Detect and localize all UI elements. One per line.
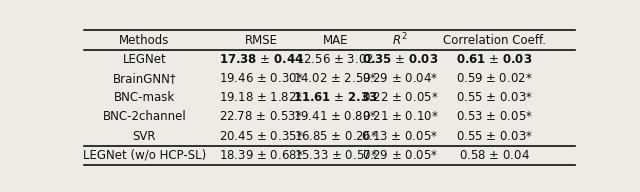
Text: LEGNet: LEGNet [123, 53, 166, 66]
Text: 12.56 $\pm$ 3.02: 12.56 $\pm$ 3.02 [296, 53, 374, 66]
Text: 0.53 $\pm$ 0.05*: 0.53 $\pm$ 0.05* [456, 110, 532, 123]
Text: 0.59 $\pm$ 0.02*: 0.59 $\pm$ 0.02* [456, 72, 532, 85]
Text: 20.45 $\pm$ 0.35*: 20.45 $\pm$ 0.35* [219, 130, 303, 143]
Text: 0.29 $\pm$ 0.05*: 0.29 $\pm$ 0.05* [362, 149, 438, 162]
Text: 0.21 $\pm$ 0.10*: 0.21 $\pm$ 0.10* [362, 110, 438, 123]
Text: $\mathbf{17.38}$ $\pm$ $\mathbf{0.44}$: $\mathbf{17.38}$ $\pm$ $\mathbf{0.44}$ [218, 53, 303, 66]
Text: 0.58 $\pm$ 0.04: 0.58 $\pm$ 0.04 [459, 149, 530, 162]
Text: 19.18 $\pm$ 1.82*: 19.18 $\pm$ 1.82* [219, 91, 303, 104]
Text: 14.02 $\pm$ 2.59*: 14.02 $\pm$ 2.59* [293, 72, 378, 85]
Text: BrainGNN†: BrainGNN† [113, 72, 176, 85]
Text: 0.55 $\pm$ 0.03*: 0.55 $\pm$ 0.03* [456, 91, 532, 104]
Text: Correlation Coeff.: Correlation Coeff. [443, 34, 546, 46]
Text: $\mathbf{0.35}$ $\pm$ $\mathbf{0.03}$: $\mathbf{0.35}$ $\pm$ $\mathbf{0.03}$ [362, 53, 438, 66]
Text: LEGNet (w/o HCP-SL): LEGNet (w/o HCP-SL) [83, 149, 206, 162]
Text: MAE: MAE [323, 34, 348, 46]
Text: 18.39 $\pm$ 0.68*: 18.39 $\pm$ 0.68* [219, 149, 303, 162]
Text: 0.55 $\pm$ 0.03*: 0.55 $\pm$ 0.03* [456, 130, 532, 143]
Text: 19.41 $\pm$ 0.89*: 19.41 $\pm$ 0.89* [293, 110, 378, 123]
Text: Methods: Methods [119, 34, 170, 46]
Text: 22.78 $\pm$ 0.53*: 22.78 $\pm$ 0.53* [219, 110, 303, 123]
Text: $\mathbf{0.61}$ $\pm$ $\mathbf{0.03}$: $\mathbf{0.61}$ $\pm$ $\mathbf{0.03}$ [456, 53, 532, 66]
Text: SVR: SVR [132, 130, 156, 143]
Text: $R^2$: $R^2$ [392, 32, 408, 48]
Text: BNC-mask: BNC-mask [114, 91, 175, 104]
Text: 0.29 $\pm$ 0.04*: 0.29 $\pm$ 0.04* [362, 72, 438, 85]
Text: 16.85 $\pm$ 0.26*: 16.85 $\pm$ 0.26* [294, 130, 377, 143]
Text: BNC-2channel: BNC-2channel [102, 110, 186, 123]
Text: 0.22 $\pm$ 0.05*: 0.22 $\pm$ 0.05* [362, 91, 438, 104]
Text: $\mathbf{11.61}$ $\pm$ $\mathbf{2.33}$: $\mathbf{11.61}$ $\pm$ $\mathbf{2.33}$ [293, 91, 378, 104]
Text: 0.13 $\pm$ 0.05*: 0.13 $\pm$ 0.05* [362, 130, 438, 143]
Text: 15.33 $\pm$ 0.57*: 15.33 $\pm$ 0.57* [294, 149, 378, 162]
Text: RMSE: RMSE [244, 34, 278, 46]
Text: 19.46 $\pm$ 0.30*: 19.46 $\pm$ 0.30* [219, 72, 303, 85]
